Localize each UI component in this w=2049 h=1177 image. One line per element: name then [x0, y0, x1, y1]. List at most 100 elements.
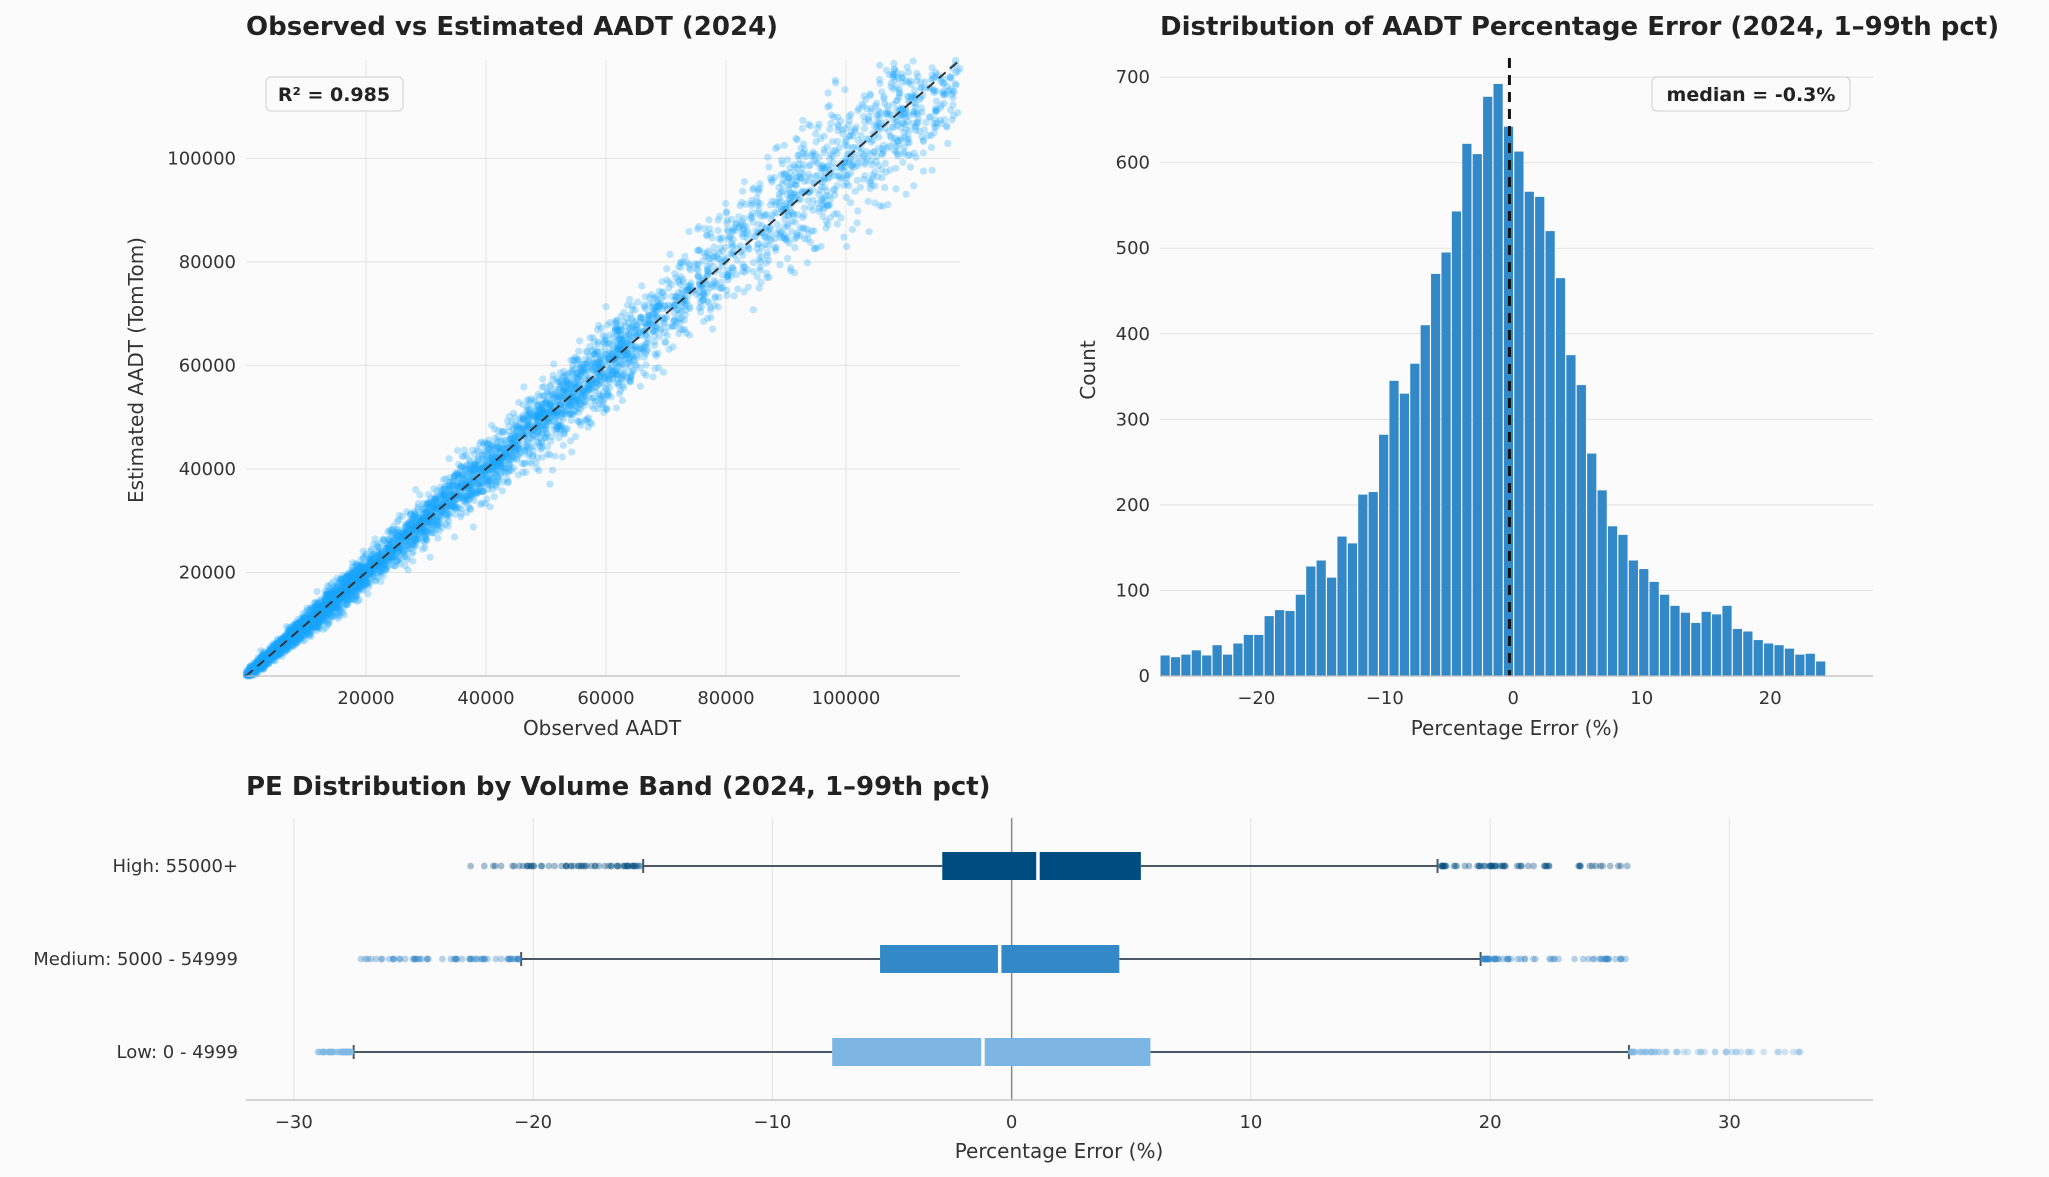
scatter-point: [571, 407, 580, 415]
scatter-point: [344, 588, 352, 596]
scatter-point: [456, 482, 464, 491]
scatter-point: [604, 388, 612, 397]
scatter-point: [881, 184, 889, 192]
scatter-point: [749, 259, 758, 267]
scatter-point: [306, 605, 314, 613]
scatter-point: [505, 467, 513, 475]
scatter-point: [736, 202, 744, 210]
scatter-point: [784, 220, 792, 228]
scatter-point: [314, 624, 322, 632]
scatter-point: [261, 661, 269, 670]
scatter-point: [259, 650, 267, 659]
scatter-point: [733, 271, 741, 279]
scatter-point: [911, 103, 919, 111]
scatter-point: [559, 441, 567, 449]
scatter-point: [576, 363, 584, 371]
scatter-point: [455, 504, 463, 512]
scatter-point: [651, 327, 659, 335]
histogram-bar: [1181, 654, 1191, 676]
scatter-point: [333, 596, 341, 604]
scatter-point: [594, 326, 602, 334]
histogram-bar: [1431, 273, 1441, 676]
scatter-point: [465, 465, 474, 473]
scatter-point: [585, 363, 593, 371]
scatter-point: [703, 231, 711, 240]
scatter-point: [525, 409, 534, 417]
scatter-point: [584, 384, 592, 392]
scatter-point: [679, 278, 687, 286]
scatter-point: [504, 417, 512, 425]
scatter-point: [898, 70, 906, 78]
scatter-point: [724, 227, 732, 236]
scatter-point: [892, 164, 900, 172]
scatter-point: [912, 126, 920, 135]
scatter-point: [341, 573, 349, 581]
scatter-point: [833, 172, 842, 180]
scatter-point: [845, 117, 854, 125]
scatter-point: [826, 125, 834, 133]
scatter-point: [659, 305, 667, 313]
scatter-point: [344, 571, 352, 579]
scatter-point: [349, 559, 357, 567]
scatter-point: [536, 422, 544, 430]
scatter-point: [331, 604, 339, 612]
scatter-point: [704, 269, 712, 277]
scatter-point: [850, 143, 858, 152]
scatter-point: [339, 594, 347, 602]
scatter-point: [588, 402, 596, 410]
scatter-point: [392, 529, 400, 537]
scatter-point: [407, 509, 416, 518]
scatter-point: [777, 233, 785, 241]
scatter-point: [302, 614, 310, 622]
scatter-point: [306, 614, 314, 622]
scatter-point: [311, 602, 320, 610]
scatter-point: [595, 370, 603, 378]
scatter-point: [539, 453, 547, 461]
scatter-point: [453, 446, 462, 455]
scatter-point: [803, 225, 811, 233]
scatter-point: [771, 173, 779, 182]
scatter-point: [649, 300, 657, 308]
scatter-point: [371, 577, 379, 585]
scatter-point: [506, 459, 514, 467]
scatter-point: [916, 96, 924, 104]
scatter-point: [837, 117, 845, 125]
scatter-point: [434, 522, 442, 530]
scatter-point: [388, 539, 396, 548]
scatter-point: [271, 645, 279, 653]
scatter-point: [775, 194, 783, 202]
scatter-point: [540, 400, 548, 408]
scatter-point: [334, 604, 342, 612]
scatter-point: [409, 526, 417, 534]
scatter-point: [538, 429, 546, 437]
scatter-point: [436, 491, 445, 499]
scatter-point: [460, 446, 468, 454]
scatter-point: [559, 415, 567, 423]
scatter-point: [845, 182, 853, 190]
scatter-point: [605, 375, 613, 383]
scatter-point: [596, 400, 604, 408]
scatter-point: [252, 666, 261, 674]
scatter-point: [786, 173, 794, 182]
scatter-point: [450, 472, 458, 481]
scatter-point: [558, 453, 566, 461]
scatter-point: [409, 523, 417, 531]
scatter-point: [610, 371, 618, 379]
scatter-point: [335, 600, 344, 608]
scatter-point: [534, 429, 542, 437]
scatter-point: [494, 473, 502, 481]
scatter-point: [665, 345, 673, 353]
scatter-point: [749, 218, 757, 226]
scatter-point: [534, 413, 542, 421]
scatter-point: [398, 533, 406, 542]
scatter-point: [554, 396, 562, 404]
scatter-point: [624, 374, 632, 382]
scatter-point: [851, 187, 859, 195]
scatter-point: [260, 653, 268, 661]
scatter-point: [794, 211, 802, 219]
scatter-point: [789, 210, 797, 218]
scatter-point: [952, 81, 960, 89]
scatter-point: [447, 485, 455, 493]
scatter-point: [645, 317, 654, 326]
scatter-point: [441, 492, 449, 500]
